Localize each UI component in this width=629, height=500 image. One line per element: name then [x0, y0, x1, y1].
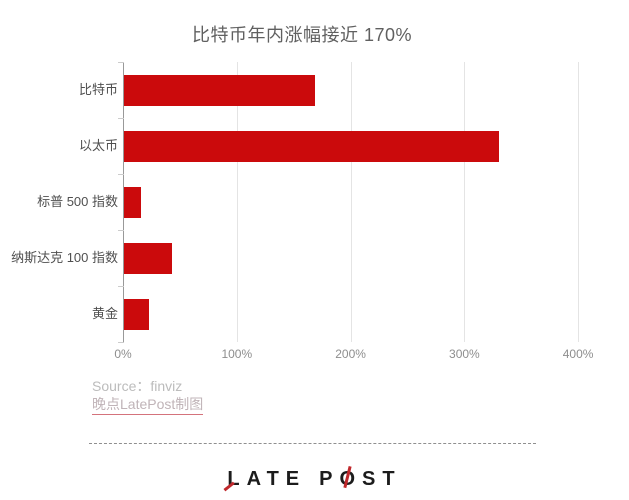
x-axis-tick-label: 400%: [562, 347, 594, 361]
bar-row: 纳斯达克 100 指数: [0, 230, 629, 286]
x-axis-tick-label: 300%: [449, 347, 480, 361]
x-axis-tick-label: 0%: [114, 347, 132, 361]
category-axis-tick: [118, 230, 124, 231]
category-axis-tick: [118, 118, 124, 119]
bar-row: 比特币: [0, 62, 629, 118]
latepost-logo: LATE POST: [0, 468, 629, 491]
logo-letters-ate: ATE: [246, 468, 307, 490]
logo-letter-o: O: [339, 468, 363, 490]
logo-letters-st: ST: [362, 468, 402, 490]
category-label: 标普 500 指数: [37, 193, 118, 209]
bar: [123, 186, 141, 218]
bar-rows: 比特币以太币标普 500 指数纳斯达克 100 指数黄金: [0, 62, 629, 343]
x-axis: 0% 100% 200% 300% 400%: [0, 347, 629, 363]
category-label: 纳斯达克 100 指数: [11, 249, 118, 265]
logo-letter-p: P: [319, 468, 340, 490]
category-label: 比特币: [78, 81, 118, 97]
category-axis-tick: [118, 174, 124, 175]
gridline: [464, 62, 466, 342]
bar-row: 标普 500 指数: [0, 174, 629, 230]
credit-link[interactable]: 晚点LatePost制图: [92, 395, 204, 415]
bar-row: 以太币: [0, 118, 629, 174]
bar: [123, 242, 173, 274]
gridline: [350, 62, 352, 342]
chart-title: 比特币年内涨幅接近 170%: [191, 25, 413, 45]
category-axis-tick: [118, 342, 124, 343]
bar: [123, 298, 149, 330]
gridline: [236, 62, 238, 342]
gridline: [578, 62, 580, 342]
source-label: Source：finviz: [92, 378, 183, 394]
bar-row: 黄金: [0, 286, 629, 342]
category-axis-tick: [118, 286, 124, 287]
category-label: 以太币: [78, 137, 118, 153]
source-block: Source：finviz 晚点LatePost制图: [92, 377, 204, 415]
dashed-divider: [89, 443, 536, 444]
x-axis-tick-label: 100%: [221, 347, 253, 361]
category-label: 黄金: [91, 305, 118, 321]
logo-letter-l: L: [227, 468, 247, 490]
bar: [123, 130, 499, 162]
x-axis-tick-label: 200%: [335, 347, 366, 361]
category-axis-tick: [118, 62, 124, 63]
bar: [123, 74, 315, 106]
